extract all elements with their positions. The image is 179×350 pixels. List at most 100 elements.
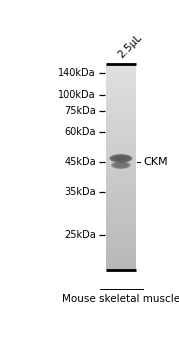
Bar (106, 210, 136, 211)
Bar (106, 140, 136, 141)
Bar (106, 187, 136, 188)
Bar (106, 119, 136, 120)
Bar (106, 236, 136, 237)
Bar (106, 123, 136, 124)
Bar (106, 252, 136, 253)
Bar (106, 262, 136, 263)
Bar (106, 134, 136, 135)
Bar (106, 157, 136, 158)
Text: CKM: CKM (143, 157, 168, 167)
Bar (106, 81, 136, 82)
Bar (106, 74, 136, 75)
Bar (106, 102, 136, 103)
Bar (106, 182, 136, 183)
Bar (106, 263, 136, 264)
Bar (106, 243, 136, 244)
Bar (106, 112, 136, 113)
Bar (106, 256, 136, 257)
Bar (106, 222, 136, 223)
Bar (106, 88, 136, 89)
Bar (106, 156, 136, 157)
Bar (106, 131, 136, 132)
Bar (106, 159, 136, 160)
Bar (106, 268, 136, 269)
Bar (106, 250, 136, 251)
Bar (106, 253, 136, 254)
Bar (106, 84, 136, 85)
Bar (106, 237, 136, 238)
Bar (106, 105, 136, 106)
Bar (106, 127, 136, 128)
Bar (106, 97, 136, 98)
Bar (106, 244, 136, 245)
Bar (106, 103, 136, 104)
Bar (106, 195, 136, 196)
Bar (106, 173, 136, 174)
Bar (106, 184, 136, 185)
Bar (106, 133, 136, 134)
Bar (106, 116, 136, 117)
Bar (106, 170, 136, 171)
Bar (106, 168, 136, 169)
Bar (106, 212, 136, 213)
Bar (106, 176, 136, 177)
Bar (106, 86, 136, 87)
Bar (106, 139, 136, 140)
Bar (106, 132, 136, 133)
Bar (106, 120, 136, 121)
Bar (106, 109, 136, 110)
Bar (106, 247, 136, 248)
Bar (106, 186, 136, 187)
Bar (106, 242, 136, 243)
Text: 100kDa: 100kDa (58, 90, 96, 99)
Bar (106, 87, 136, 88)
Bar (106, 71, 136, 72)
Bar (106, 202, 136, 203)
Bar (106, 227, 136, 228)
Ellipse shape (112, 155, 130, 161)
Bar (106, 267, 136, 268)
Bar (106, 85, 136, 86)
Text: 45kDa: 45kDa (64, 157, 96, 167)
Bar (106, 226, 136, 227)
Bar (106, 211, 136, 212)
Bar (106, 68, 136, 69)
Ellipse shape (111, 161, 131, 169)
Bar (106, 147, 136, 148)
Bar (106, 198, 136, 199)
Bar (106, 207, 136, 208)
Bar (106, 163, 136, 164)
Bar (106, 167, 136, 168)
Bar (106, 178, 136, 179)
Bar (106, 203, 136, 204)
Bar (106, 136, 136, 137)
Bar (106, 124, 136, 125)
Bar (106, 205, 136, 206)
Bar (106, 181, 136, 182)
Bar (106, 255, 136, 256)
Bar (106, 151, 136, 152)
Bar (106, 110, 136, 111)
Bar (106, 115, 136, 116)
Bar (106, 100, 136, 101)
Bar (106, 150, 136, 151)
Bar (106, 93, 136, 94)
Bar (106, 106, 136, 107)
Bar (106, 258, 136, 259)
Bar (106, 65, 136, 66)
Bar (106, 230, 136, 231)
Bar (106, 254, 136, 255)
Bar (106, 161, 136, 162)
Bar (106, 233, 136, 234)
Bar (106, 101, 136, 102)
Bar (106, 231, 136, 232)
Text: 60kDa: 60kDa (64, 127, 96, 137)
Bar (106, 118, 136, 119)
Bar (106, 104, 136, 105)
Text: 25kDa: 25kDa (64, 230, 96, 240)
Bar (106, 92, 136, 93)
Bar (106, 145, 136, 146)
Bar (106, 89, 136, 90)
Bar (106, 64, 136, 65)
Bar (106, 70, 136, 71)
